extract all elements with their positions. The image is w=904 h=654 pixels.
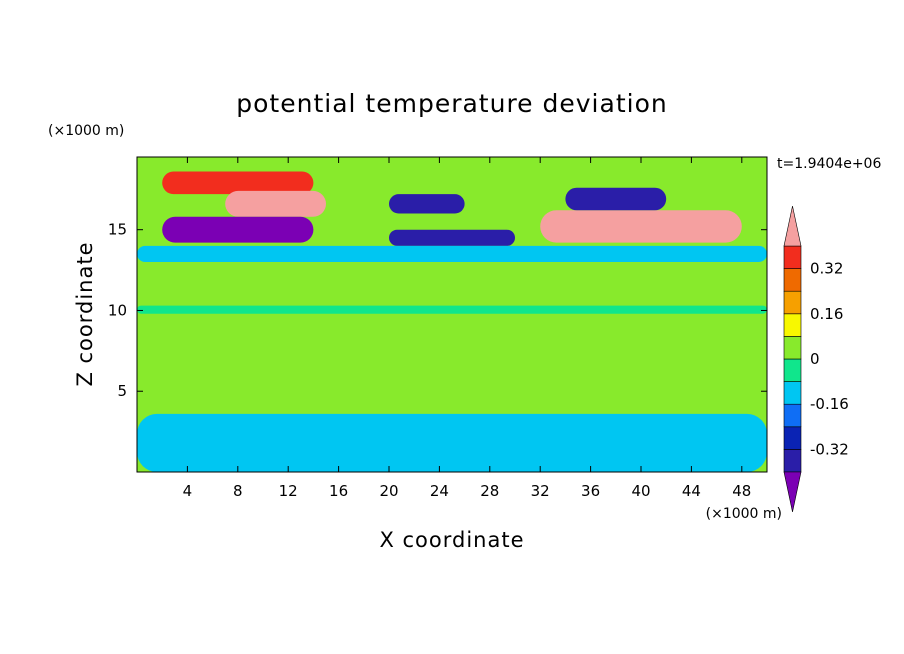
colorbar: 0.32 0.16 0 -0.16 -0.32 bbox=[783, 205, 849, 513]
plot-frame bbox=[136, 156, 768, 473]
colorbar-band bbox=[783, 381, 802, 405]
x-tick-label: 36 bbox=[581, 482, 600, 500]
colorbar-tick-label: 0.16 bbox=[810, 305, 843, 323]
y-tick-label: 10 bbox=[108, 301, 127, 319]
colorbar-upper-triangle bbox=[783, 205, 802, 247]
x-tick-label: 12 bbox=[279, 482, 298, 500]
field-feature bbox=[565, 187, 667, 211]
x-tick-label: 28 bbox=[480, 482, 499, 500]
field-feature bbox=[137, 413, 767, 472]
x-tick-label: 20 bbox=[379, 482, 398, 500]
colorbar-tick-label: -0.16 bbox=[810, 395, 849, 413]
y-axis-label: Z coordinate bbox=[73, 241, 97, 386]
field-feature bbox=[137, 305, 767, 314]
field-feature bbox=[540, 210, 742, 243]
x-tick-label: 40 bbox=[631, 482, 650, 500]
field-feature bbox=[162, 171, 314, 195]
colorbar-band bbox=[783, 449, 802, 473]
colorbar-tick-label: 0.32 bbox=[810, 260, 843, 278]
field-feature bbox=[389, 229, 515, 246]
x-axis-label: X coordinate bbox=[379, 528, 524, 552]
x-units-label: (×1000 m) bbox=[706, 506, 782, 522]
x-tick-label: 32 bbox=[531, 482, 550, 500]
colorbar-band bbox=[783, 268, 802, 292]
colorbar-band bbox=[783, 313, 802, 337]
colorbar-band bbox=[783, 403, 802, 428]
colorbar-band bbox=[783, 290, 802, 315]
y-tick-label: 15 bbox=[108, 221, 127, 239]
x-axis: 4 8 12 16 20 24 28 32 36 40 44 48 bbox=[183, 157, 751, 500]
field-feature bbox=[137, 245, 767, 262]
colorbar-tick-label: -0.32 bbox=[810, 440, 849, 458]
colorbar-lower-triangle bbox=[783, 471, 802, 513]
colorbar-band bbox=[783, 358, 802, 382]
y-axis: 5 10 15 bbox=[108, 221, 767, 400]
colorbar-tick-label: 0 bbox=[810, 350, 820, 368]
field-feature bbox=[225, 190, 326, 217]
x-tick-label: 48 bbox=[732, 482, 751, 500]
y-units-label: (×1000 m) bbox=[48, 123, 124, 139]
contour-field bbox=[137, 157, 767, 472]
colorbar-band bbox=[783, 336, 802, 360]
field-feature bbox=[389, 194, 465, 214]
field-feature bbox=[162, 216, 314, 243]
y-tick-label: 5 bbox=[117, 382, 127, 400]
colorbar-band bbox=[783, 426, 802, 450]
x-tick-label: 8 bbox=[233, 482, 243, 500]
x-tick-label: 24 bbox=[430, 482, 449, 500]
x-tick-label: 16 bbox=[329, 482, 348, 500]
chart-title: potential temperature deviation bbox=[236, 89, 667, 118]
x-tick-label: 4 bbox=[183, 482, 193, 500]
colorbar-band bbox=[783, 245, 802, 269]
time-label: t=1.9404e+06 bbox=[777, 156, 881, 172]
x-tick-label: 44 bbox=[682, 482, 701, 500]
